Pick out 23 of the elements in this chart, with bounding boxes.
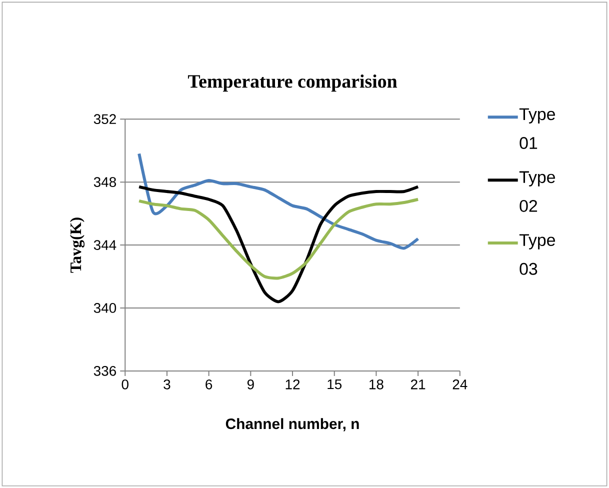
x-axis-title: Channel number, n <box>226 418 359 432</box>
y-tick-label: 340 <box>94 303 116 313</box>
x-tick-label: 15 <box>328 379 342 390</box>
line-series <box>138 198 420 280</box>
chart-title: Temperature comparision <box>188 74 398 92</box>
legend-label: Type 03 <box>519 234 556 275</box>
x-tick-label: 3 <box>164 379 170 390</box>
y-tick-label: 352 <box>94 114 116 124</box>
y-tick-label: 344 <box>94 240 116 250</box>
x-tick-label: 6 <box>206 379 212 390</box>
line-series <box>138 185 420 304</box>
x-tick-label: 0 <box>122 379 128 390</box>
x-tick-label: 12 <box>286 379 300 390</box>
y-axis-title: Tavg(K) <box>70 218 85 273</box>
y-tick-label: 336 <box>94 366 116 376</box>
x-tick-label: 24 <box>452 379 468 390</box>
legend-label: Type 02 <box>519 171 556 212</box>
x-tick-label: 21 <box>411 379 426 390</box>
legend-label: Type 01 <box>519 108 556 149</box>
y-tick-label: 348 <box>94 177 116 187</box>
x-tick-label: 9 <box>247 379 254 390</box>
x-tick-label: 18 <box>370 379 384 390</box>
line-series <box>138 152 420 250</box>
